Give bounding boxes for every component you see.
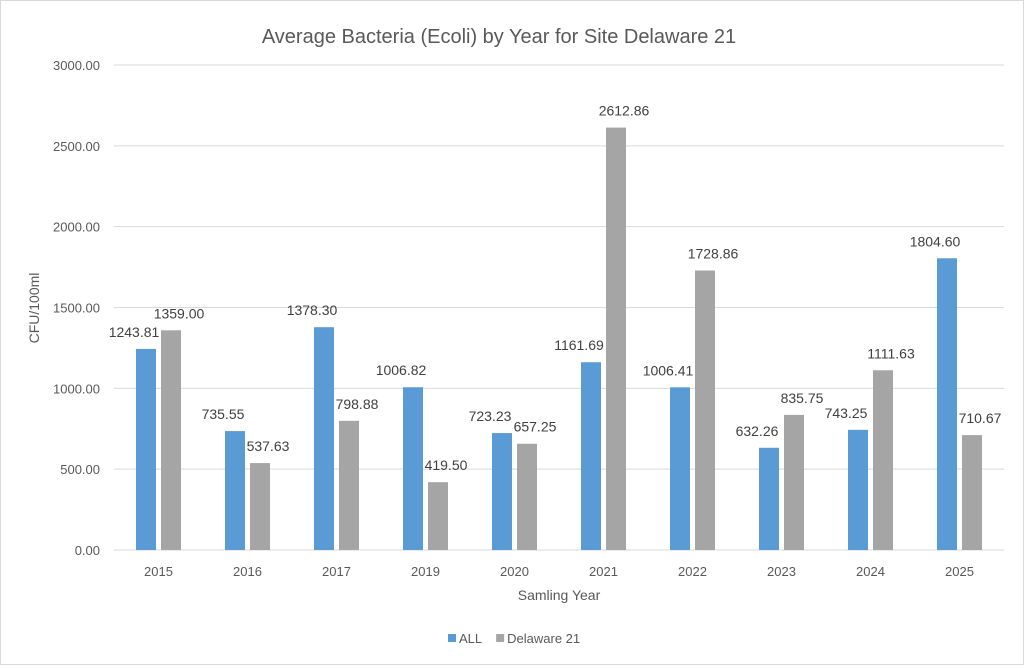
data-label: 1728.86 — [688, 246, 739, 262]
data-label: 632.26 — [736, 423, 779, 439]
data-label: 835.75 — [781, 390, 824, 406]
x-axis-label: Samling Year — [518, 587, 601, 603]
y-tick-label: 500.00 — [60, 462, 100, 477]
y-axis-ticks: 0.00 500.00 1000.00 1500.00 2000.00 2500.00 30… — [53, 58, 100, 558]
y-tick-label: 1500.00 — [53, 301, 100, 316]
data-label: 1804.60 — [910, 233, 961, 249]
bar-delaware-21-2025 — [962, 435, 982, 550]
data-label: 1006.41 — [643, 362, 694, 378]
bar-delaware-21-2021 — [606, 127, 626, 550]
bar-delaware-21-2020 — [517, 443, 537, 550]
legend-label-all: ALL — [459, 631, 482, 646]
data-label: 2612.86 — [599, 103, 650, 119]
x-tick-label: 2025 — [945, 564, 974, 579]
data-label: 735.55 — [202, 406, 245, 422]
x-tick-label: 2021 — [589, 564, 618, 579]
data-label: 1161.69 — [554, 337, 604, 353]
data-label: 1006.82 — [376, 362, 427, 378]
legend-label-delaware-21: Delaware 21 — [507, 631, 580, 646]
bar-all-2021 — [581, 362, 601, 550]
bar-all-2023 — [759, 447, 779, 550]
data-label: 1111.63 — [867, 345, 915, 361]
x-tick-label: 2022 — [678, 564, 707, 579]
bar-delaware-21-2023 — [784, 414, 804, 550]
y-tick-label: 2500.00 — [53, 139, 100, 154]
bar-delaware-21-2019 — [428, 482, 448, 550]
y-tick-label: 1000.00 — [53, 381, 100, 396]
bar-all-2024 — [848, 429, 868, 550]
bar-delaware-21-2015 — [161, 330, 181, 550]
bar-all-2025 — [937, 258, 957, 550]
bar-all-2016 — [225, 431, 245, 550]
bar-delaware-21-2022 — [695, 270, 715, 550]
data-label: 723.23 — [469, 408, 512, 424]
x-tick-label: 2024 — [856, 564, 885, 579]
x-tick-label: 2017 — [322, 564, 351, 579]
bar-all-2019 — [403, 387, 423, 550]
chart-title: Average Bacteria (Ecoli) by Year for Sit… — [262, 26, 736, 48]
y-axis-label: CFU/100ml — [26, 273, 42, 344]
data-label: 657.25 — [514, 419, 557, 435]
x-axis-ticks: 2015 2016 2017 2019 2020 2021 2022 2023 2024 2025 — [144, 564, 974, 579]
gridlines — [114, 64, 1004, 551]
x-tick-label: 2020 — [500, 564, 529, 579]
data-label: 1378.30 — [287, 302, 338, 318]
x-tick-label: 2015 — [144, 564, 173, 579]
x-tick-label: 2016 — [233, 564, 262, 579]
data-label: 1243.81 — [109, 324, 160, 340]
y-tick-label: 2000.00 — [53, 220, 100, 235]
y-tick-label: 3000.00 — [53, 58, 100, 73]
bars — [136, 127, 982, 550]
legend-swatch-delaware-21 — [496, 634, 505, 642]
x-tick-label: 2019 — [411, 564, 440, 579]
x-tick-label: 2023 — [767, 564, 796, 579]
legend: ALL Delaware 21 — [448, 631, 580, 646]
data-label: 419.50 — [425, 457, 468, 473]
bar-delaware-21-2024 — [873, 370, 893, 550]
bar-all-2015 — [136, 348, 156, 550]
data-label: 710.67 — [959, 410, 1002, 426]
bar-all-2022 — [670, 387, 690, 550]
bar-all-2020 — [492, 433, 512, 550]
bar-all-2017 — [314, 327, 334, 550]
data-label: 798.88 — [336, 396, 379, 412]
legend-swatch-all — [448, 634, 456, 642]
bar-delaware-21-2017 — [339, 420, 359, 550]
data-label: 743.25 — [825, 405, 868, 421]
data-label: 1359.00 — [154, 305, 205, 321]
y-tick-label: 0.00 — [75, 543, 100, 558]
bar-delaware-21-2016 — [250, 463, 270, 550]
data-label: 537.63 — [247, 438, 290, 454]
